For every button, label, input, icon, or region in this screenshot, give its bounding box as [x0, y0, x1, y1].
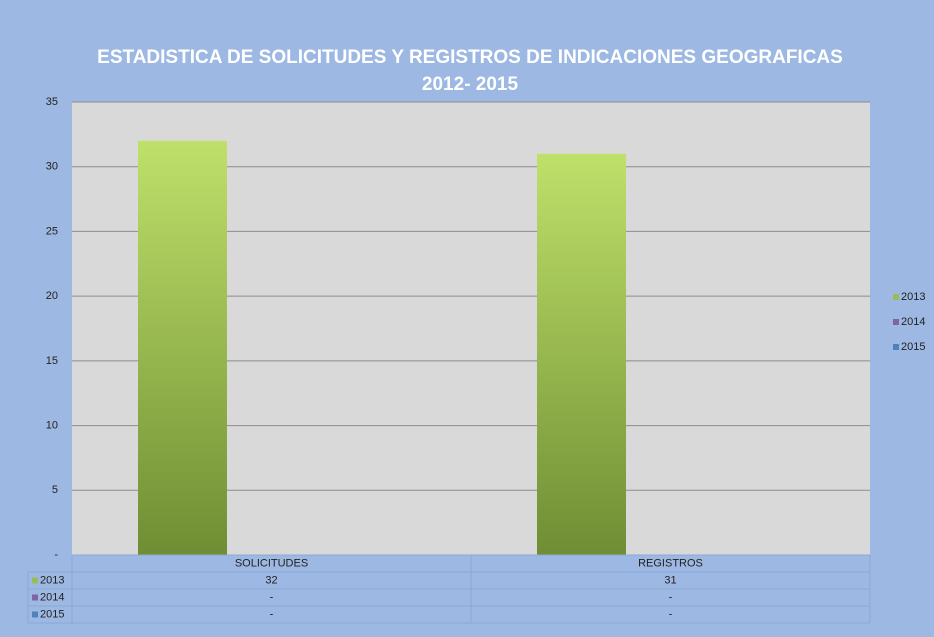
bar — [537, 153, 626, 555]
x-tick-label: SOLICITUDES — [235, 557, 308, 569]
y-tick-label: 35 — [46, 96, 58, 108]
series-label: 2014 — [40, 591, 64, 603]
table-value: 32 — [265, 574, 277, 586]
legend-key — [893, 344, 899, 350]
y-tick-label: - — [54, 549, 58, 561]
y-tick-label: 15 — [46, 355, 58, 367]
y-tick-label: 10 — [46, 419, 58, 431]
chart-title: ESTADISTICA DE SOLICITUDES Y REGISTROS D… — [97, 47, 843, 68]
table-value: - — [270, 591, 274, 603]
series-label: 2013 — [40, 574, 64, 586]
legend-label: 2014 — [901, 316, 925, 328]
legend-key — [893, 294, 899, 300]
y-tick-label: 20 — [46, 290, 58, 302]
table-value: - — [270, 608, 274, 620]
y-tick-label: 30 — [46, 161, 58, 173]
chart-title: 2012- 2015 — [422, 74, 519, 95]
table-value: 31 — [664, 574, 676, 586]
legend-label: 2013 — [901, 291, 925, 303]
table-value: - — [669, 608, 673, 620]
legend-key — [893, 319, 899, 325]
legend-key — [32, 577, 38, 584]
table-value: - — [669, 591, 673, 603]
legend-key — [32, 611, 38, 618]
legend-key — [32, 594, 38, 601]
x-tick-label: REGISTROS — [638, 557, 703, 569]
y-tick-label: 25 — [46, 225, 58, 237]
series-label: 2015 — [40, 608, 64, 620]
bar — [138, 140, 227, 556]
y-tick-label: 5 — [52, 484, 58, 496]
legend-label: 2015 — [901, 341, 925, 353]
